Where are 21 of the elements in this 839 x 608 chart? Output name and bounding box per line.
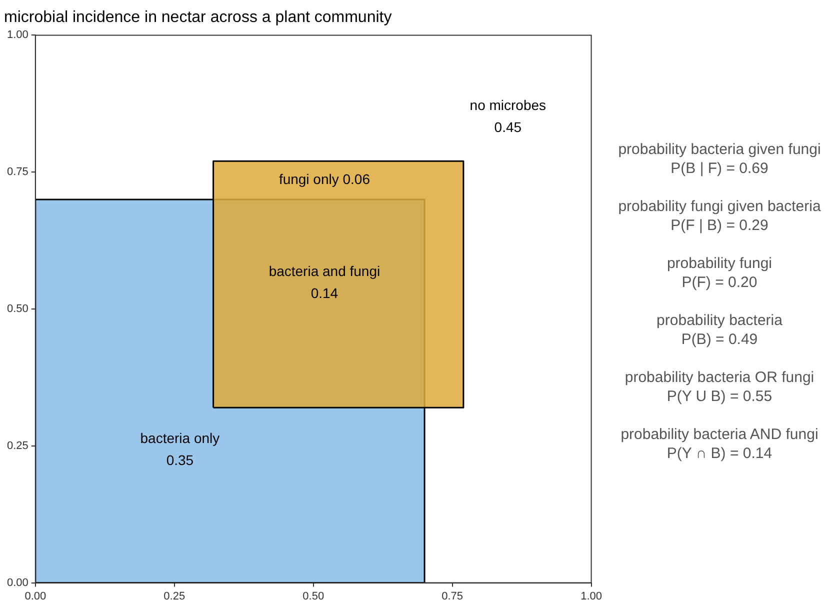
text: probability fungi P(F) = 0.20 [666, 254, 774, 292]
x-tick-label: 1.00 [580, 590, 602, 602]
annotation: bacteria and fungi 0.14 [268, 263, 380, 302]
text: probability bacteria P(B) = 0.49 [656, 311, 784, 349]
text: probability bacteria given fungi P(B | F) = 0.69 [617, 140, 822, 178]
y-tick-label: 0.25 [6, 440, 28, 452]
text: probability bacteria OR fungi P(Y U B) = 0.55 [624, 368, 816, 406]
x-tick-label: 0.00 [24, 590, 46, 602]
annotation: bacteria only 0.35 [140, 430, 220, 468]
x-tick-label: 0.50 [302, 590, 324, 602]
chart-title: microbial incidence in nectar across a plant community [4, 9, 392, 26]
y-tick-label: 0.75 [6, 166, 28, 178]
annotation: fungi only 0.06 [278, 171, 370, 188]
y-tick-label: 0.00 [6, 576, 28, 589]
y-tick-label: 1.00 [6, 29, 28, 42]
annotation: no microbes 0.45 [470, 97, 546, 136]
text: probability bacteria AND fungi P(Y ∩ B) = 0.14 [620, 425, 820, 463]
text: probability fungi given bacteria P(F | B) = 0.29 [617, 197, 822, 235]
x-tick-label: 0.75 [442, 590, 464, 602]
y-tick-label: 0.50 [6, 303, 28, 316]
x-tick-label: 0.25 [164, 590, 186, 602]
